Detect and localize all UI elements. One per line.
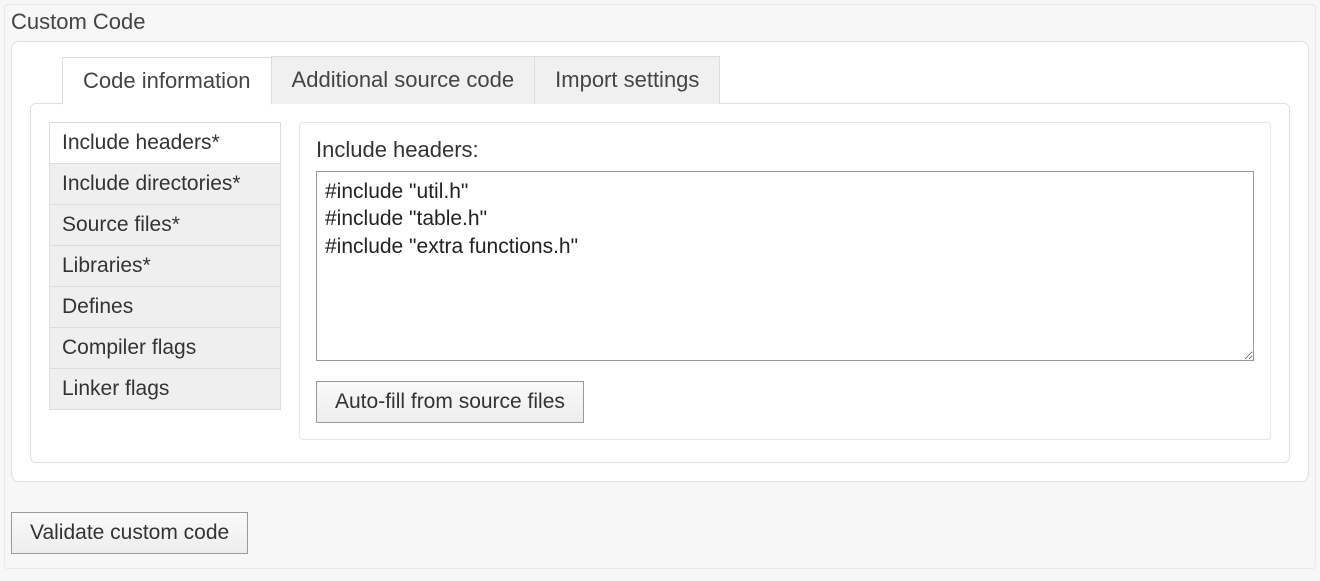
tab-import-settings[interactable]: Import settings xyxy=(534,56,720,104)
content-box: Include headers* Include directories* So… xyxy=(30,103,1290,463)
editor-pane: Include headers: Auto-fill from source f… xyxy=(299,122,1271,440)
editor-label: Include headers: xyxy=(316,137,1254,163)
sidebar-list: Include headers* Include directories* So… xyxy=(49,122,281,410)
sidebar-item-include-directories[interactable]: Include directories* xyxy=(50,164,280,205)
footer: Validate custom code xyxy=(11,498,1309,554)
sidebar-item-source-files[interactable]: Source files* xyxy=(50,205,280,246)
outer-box: Code information Additional source code … xyxy=(11,41,1309,482)
autofill-button[interactable]: Auto-fill from source files xyxy=(316,381,584,423)
tab-code-information[interactable]: Code information xyxy=(62,57,272,105)
validate-button[interactable]: Validate custom code xyxy=(11,512,248,554)
sidebar-item-defines[interactable]: Defines xyxy=(50,287,280,328)
sidebar-item-compiler-flags[interactable]: Compiler flags xyxy=(50,328,280,369)
sidebar-item-include-headers[interactable]: Include headers* xyxy=(50,123,280,164)
tab-additional-source-code[interactable]: Additional source code xyxy=(271,56,536,104)
custom-code-panel: Custom Code Code information Additional … xyxy=(4,4,1316,569)
sidebar-item-libraries[interactable]: Libraries* xyxy=(50,246,280,287)
include-headers-textarea[interactable] xyxy=(316,171,1254,361)
panel-title: Custom Code xyxy=(7,5,1313,41)
sidebar-item-linker-flags[interactable]: Linker flags xyxy=(50,369,280,409)
tab-bar: Code information Additional source code … xyxy=(62,56,1290,104)
